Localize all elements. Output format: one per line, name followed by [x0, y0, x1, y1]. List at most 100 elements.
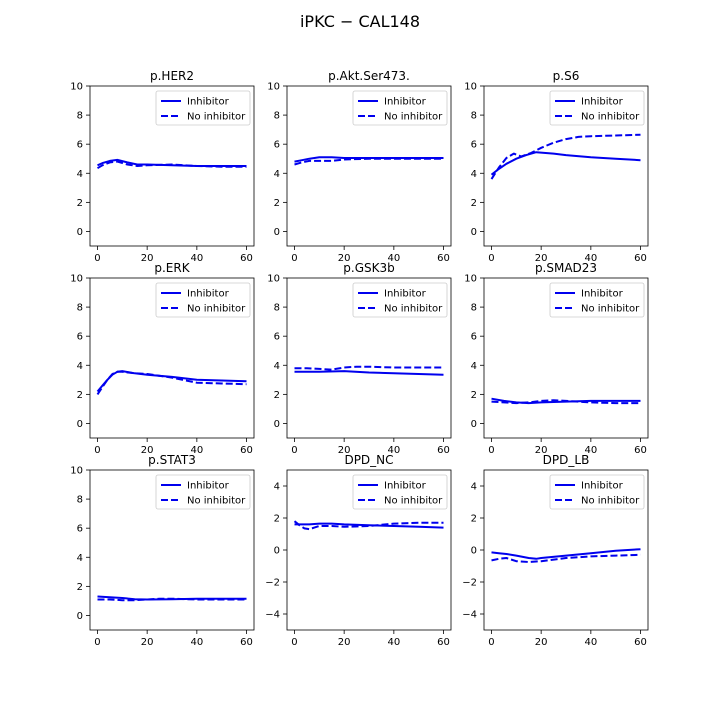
subplot-title: p.GSK3b: [343, 261, 394, 275]
subplot-6: p.SMAD23 0 20 40 60 0 2 4 6 8 10 Inhibitor No inhibi…: [464, 261, 649, 456]
x-tick-label: 40: [584, 445, 597, 456]
y-tick-label: 0: [471, 419, 477, 430]
legend-label-inhibitor: Inhibitor: [384, 481, 427, 492]
legend-label-inhibitor: Inhibitor: [187, 97, 230, 108]
y-tick-label: 4: [471, 482, 477, 493]
legend: Inhibitor No inhibitor: [155, 90, 251, 126]
y-tick-label: 2: [274, 390, 280, 401]
axes-frame: [286, 85, 452, 247]
y-tick-label: 4: [274, 361, 280, 372]
subplot-5: p.GSK3b 0 20 40 60 0 2 4 6 8 10 Inhibitor No inhibit…: [267, 261, 452, 456]
x-tick-label: 60: [634, 253, 647, 264]
x-tick-label: 60: [634, 637, 647, 648]
x-tick-label: 0: [488, 253, 494, 264]
series-line-no-inhibitor: [294, 157, 444, 166]
x-tick-label: 0: [94, 637, 100, 648]
x-tick-label: 20: [141, 253, 154, 264]
legend: Inhibitor No inhibitor: [352, 282, 448, 318]
x-tick-label: 20: [535, 637, 548, 648]
subplot-title: p.ERK: [154, 261, 190, 275]
series-line-inhibitor: [294, 522, 444, 529]
legend-label-no-inhibitor: No inhibitor: [581, 496, 640, 507]
legend-label-no-inhibitor: No inhibitor: [384, 112, 443, 123]
y-tick-label: 10: [267, 82, 280, 93]
series-line-no-inhibitor: [490, 133, 641, 180]
y-tick-label: 6: [274, 140, 280, 151]
subplot-3: p.S6 0 20 40 60 0 2 4 6 8 10 Inhibitor No inhibitor: [464, 69, 649, 264]
legend-label-no-inhibitor: No inhibitor: [384, 496, 443, 507]
y-tick-label: 10: [70, 274, 83, 285]
axes-frame: [89, 469, 255, 631]
axes-frame: [89, 85, 255, 247]
y-tick-label: 0: [471, 227, 477, 238]
legend: Inhibitor No inhibitor: [155, 282, 251, 318]
legend-box: [549, 282, 645, 318]
y-tick-label: 8: [471, 303, 477, 314]
y-tick-label: −2: [265, 578, 280, 589]
y-tick-label: 10: [464, 274, 477, 285]
y-tick-label: 6: [77, 332, 83, 343]
legend-box: [352, 282, 448, 318]
x-tick-label: 40: [190, 637, 203, 648]
axes-frame: [286, 277, 452, 439]
x-tick-label: 20: [338, 445, 351, 456]
y-tick-label: 2: [77, 390, 83, 401]
legend-label-inhibitor: Inhibitor: [581, 481, 624, 492]
x-tick-label: 20: [535, 445, 548, 456]
x-tick-label: 20: [338, 637, 351, 648]
x-tick-label: 40: [387, 445, 400, 456]
series-line-no-inhibitor: [491, 399, 641, 405]
y-tick-label: 6: [77, 524, 83, 535]
series-line-no-inhibitor: [491, 553, 641, 563]
y-tick-label: 10: [70, 466, 83, 477]
subplot-title: p.S6: [553, 69, 580, 83]
y-tick-label: 8: [77, 303, 83, 314]
axes-frame: [89, 277, 255, 439]
series-line-no-inhibitor: [97, 597, 247, 602]
x-tick-label: 0: [488, 445, 494, 456]
series-line-inhibitor: [491, 548, 641, 560]
y-tick-label: 10: [267, 274, 280, 285]
legend-box: [549, 474, 645, 510]
axes-frame: [483, 277, 649, 439]
series-line-inhibitor: [490, 151, 641, 176]
subplot-4: p.ERK 0 20 40 60 0 2 4 6 8 10 Inhibitor No inhibitor: [70, 261, 255, 456]
subplot-title: DPD_LB: [543, 453, 590, 467]
y-tick-label: 4: [77, 169, 83, 180]
x-tick-label: 60: [634, 445, 647, 456]
x-tick-label: 60: [437, 637, 450, 648]
legend: Inhibitor No inhibitor: [155, 474, 251, 510]
legend-box: [352, 474, 448, 510]
x-tick-label: 60: [437, 253, 450, 264]
y-tick-label: 4: [77, 361, 83, 372]
y-tick-label: 2: [274, 198, 280, 209]
legend: Inhibitor No inhibitor: [549, 474, 645, 510]
legend: Inhibitor No inhibitor: [549, 282, 645, 318]
x-tick-label: 40: [584, 253, 597, 264]
legend-label-no-inhibitor: No inhibitor: [581, 304, 640, 315]
x-tick-label: 0: [291, 637, 297, 648]
y-tick-label: 0: [274, 419, 280, 430]
x-tick-label: 60: [240, 637, 253, 648]
figure-title: iPKC − CAL148: [300, 12, 420, 31]
legend-label-no-inhibitor: No inhibitor: [581, 112, 640, 123]
y-tick-label: 8: [274, 303, 280, 314]
legend-box: [155, 474, 251, 510]
x-tick-label: 60: [240, 253, 253, 264]
legend-box: [352, 90, 448, 126]
x-tick-label: 0: [291, 253, 297, 264]
series-line-inhibitor: [491, 397, 641, 405]
x-tick-label: 60: [240, 445, 253, 456]
x-tick-label: 40: [584, 637, 597, 648]
y-tick-label: 2: [471, 514, 477, 525]
subplot-2: p.Akt.Ser473. 0 20 40 60 0 2 4 6 8 10 Inhibitor No i…: [267, 69, 452, 264]
x-tick-label: 20: [141, 637, 154, 648]
series-line-no-inhibitor: [293, 520, 444, 531]
x-tick-label: 0: [488, 637, 494, 648]
legend: Inhibitor No inhibitor: [352, 90, 448, 126]
y-tick-label: 10: [464, 82, 477, 93]
y-tick-label: 8: [77, 495, 83, 506]
subplot-9: DPD_LB 0 20 40 60 −4 −2 0 2 4 Inhibitor No inhibito…: [462, 453, 649, 648]
